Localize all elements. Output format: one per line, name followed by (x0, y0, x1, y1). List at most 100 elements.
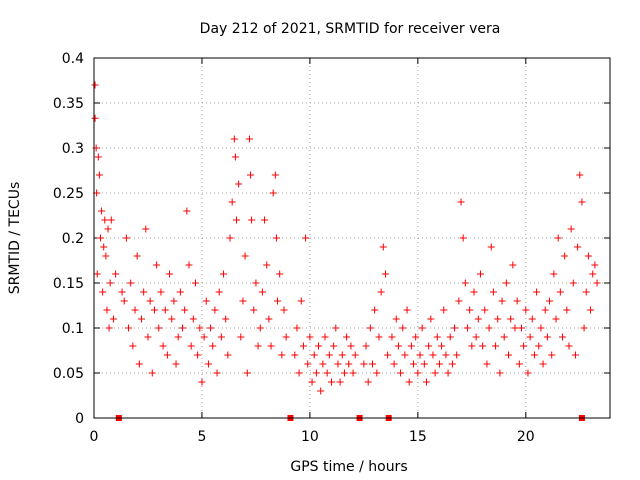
data-point (403, 306, 411, 314)
data-point (148, 369, 156, 377)
data-point (146, 297, 154, 305)
data-point (524, 369, 532, 377)
data-point (433, 333, 441, 341)
data-point (323, 369, 331, 377)
data-point (105, 324, 113, 332)
data-point (489, 288, 497, 296)
data-point (181, 306, 189, 314)
data-point (194, 351, 202, 359)
data-point (351, 351, 359, 359)
data-point (174, 333, 182, 341)
data-point (144, 333, 152, 341)
data-point (563, 306, 571, 314)
data-point (535, 342, 543, 350)
data-point (276, 270, 284, 278)
data-point (170, 297, 178, 305)
data-point (168, 315, 176, 323)
data-point (401, 351, 409, 359)
data-point (556, 288, 564, 296)
data-point (102, 252, 110, 260)
data-point (235, 180, 243, 188)
data-point (362, 342, 370, 350)
data-point (546, 297, 554, 305)
data-point (243, 369, 251, 377)
data-point (274, 297, 282, 305)
data-point (453, 351, 461, 359)
data-point (591, 261, 599, 269)
data-point (593, 279, 601, 287)
data-point (297, 297, 305, 305)
y-axis-label: SRMTID / TECUs (7, 182, 23, 295)
data-point (248, 216, 256, 224)
data-point (435, 360, 443, 368)
data-point (95, 171, 103, 179)
data-point (507, 315, 515, 323)
data-point (278, 351, 286, 359)
data-point (442, 351, 450, 359)
data-point (509, 261, 517, 269)
data-point (561, 252, 569, 260)
data-point (142, 225, 150, 233)
data-point (332, 324, 340, 332)
data-point (118, 288, 126, 296)
data-point (587, 306, 595, 314)
data-point (213, 369, 221, 377)
data-points (91, 81, 601, 395)
data-point (438, 342, 446, 350)
data-point (483, 360, 491, 368)
data-point (498, 297, 506, 305)
data-point (280, 306, 288, 314)
data-point (500, 333, 508, 341)
data-point (112, 270, 120, 278)
data-point (336, 378, 344, 386)
data-point (254, 342, 262, 350)
data-point (302, 234, 310, 242)
data-point (93, 270, 101, 278)
grid (94, 58, 610, 418)
data-point (377, 288, 385, 296)
data-point (494, 315, 502, 323)
x-tick-label: 0 (90, 429, 99, 445)
data-point (349, 369, 357, 377)
data-point (327, 378, 335, 386)
data-point (427, 315, 435, 323)
data-point (185, 261, 193, 269)
data-point (576, 171, 584, 179)
data-point (232, 216, 240, 224)
data-point (394, 342, 402, 350)
data-point (131, 306, 139, 314)
data-point (304, 360, 312, 368)
data-point (256, 324, 264, 332)
data-point (172, 360, 180, 368)
data-point (431, 369, 439, 377)
data-point (420, 360, 428, 368)
data-point (582, 288, 590, 296)
data-point (202, 297, 210, 305)
x-tick-label: 20 (517, 429, 535, 445)
data-point (150, 306, 158, 314)
data-point (461, 279, 469, 287)
data-point (135, 360, 143, 368)
data-point (388, 333, 396, 341)
data-point (163, 351, 171, 359)
chart-title: Day 212 of 2021, SRMTID for receiver ver… (200, 21, 501, 37)
data-point (481, 306, 489, 314)
data-point (267, 342, 275, 350)
data-point (343, 333, 351, 341)
data-point (282, 333, 290, 341)
data-point (299, 342, 307, 350)
data-point (520, 342, 528, 350)
data-point (340, 369, 348, 377)
data-point (373, 369, 381, 377)
y-tick-label: 0.1 (62, 321, 84, 337)
data-point (390, 360, 398, 368)
data-point (226, 234, 234, 242)
data-point (125, 324, 133, 332)
data-point (109, 315, 117, 323)
data-point (580, 324, 588, 332)
data-point (347, 342, 355, 350)
data-point (161, 306, 169, 314)
data-point (122, 234, 130, 242)
data-point (360, 360, 368, 368)
data-point (399, 324, 407, 332)
